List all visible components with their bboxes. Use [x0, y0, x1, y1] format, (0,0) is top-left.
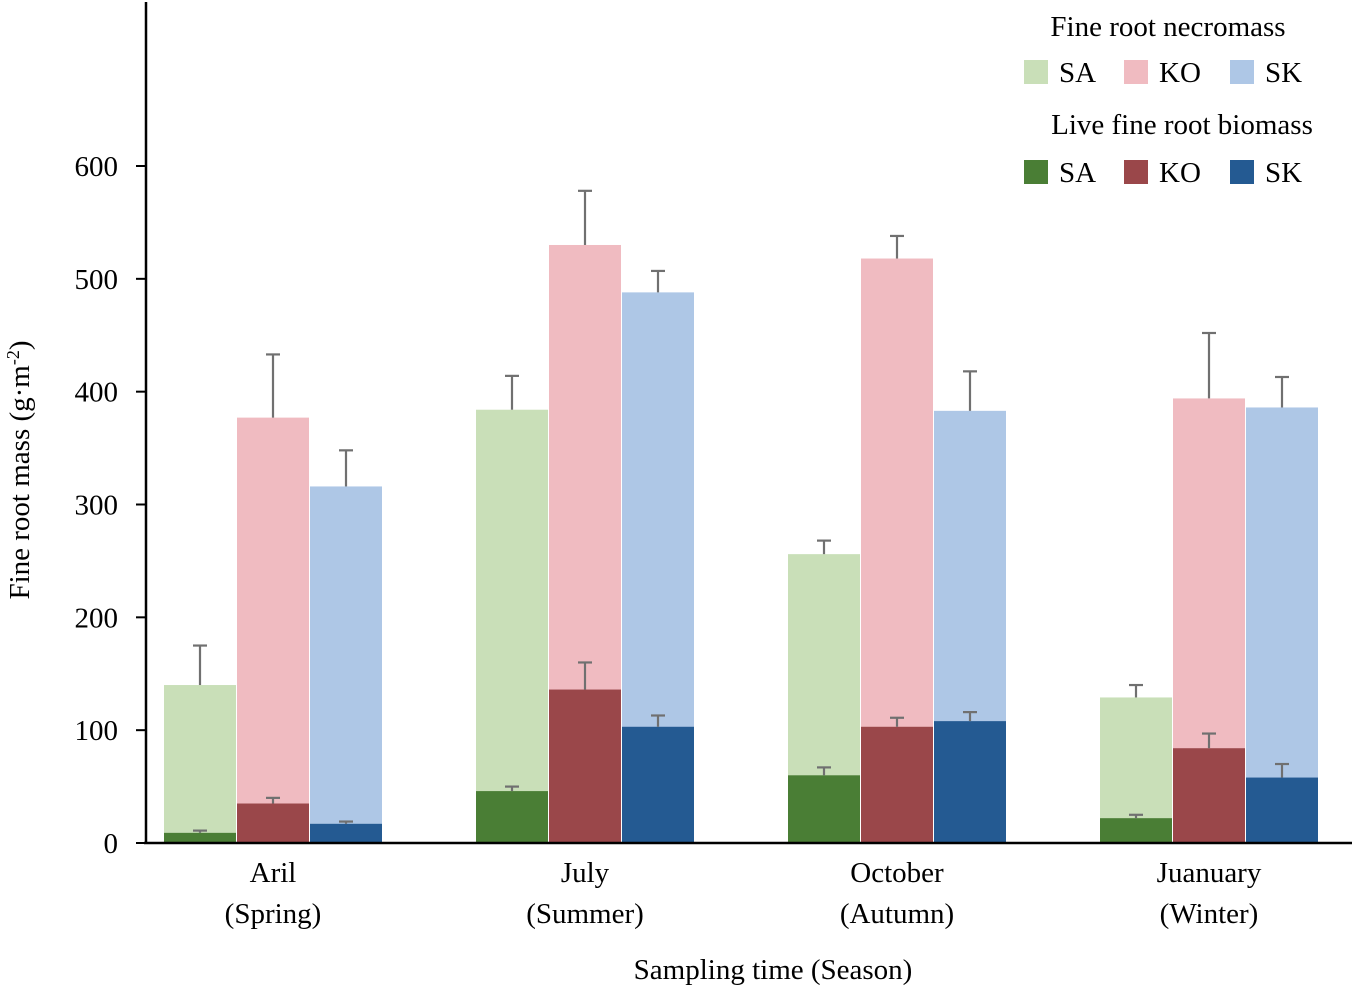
bar-live-sk	[310, 823, 382, 843]
legend-swatch-necromass-ko	[1124, 60, 1148, 84]
legend-swatch-live-sa	[1024, 160, 1048, 184]
y-axis-ticks: 0 100 200 300 400 500 600	[75, 151, 146, 860]
y-tick-label: 200	[75, 602, 119, 634]
legend-swatch-necromass-sa	[1024, 60, 1048, 84]
y-axis-label: Fine root mass (g·m-2)	[3, 340, 36, 599]
bar-live-ko	[1173, 748, 1245, 843]
legend: Fine root necromass SA KO SK Live fine r…	[1024, 11, 1313, 189]
error-bars	[193, 189, 1289, 833]
bar-necromass-ko	[237, 417, 309, 843]
legend-label-necromass-sk: SK	[1265, 57, 1302, 89]
x-tick-sublabel: (Winter)	[1160, 898, 1259, 930]
bar-live-sk	[1246, 777, 1318, 843]
y-tick-label: 300	[75, 490, 119, 522]
bar-live-sk	[934, 721, 1006, 843]
x-tick-label: October	[850, 857, 944, 889]
x-tick-sublabel: (Summer)	[526, 898, 644, 930]
bars	[164, 244, 1318, 844]
bar-necromass-sk	[310, 486, 382, 843]
bar-live-sa	[1100, 818, 1172, 843]
bar-necromass-sa	[164, 685, 236, 843]
legend-title-necromass: Fine root necromass	[1050, 11, 1285, 43]
bar-live-sa	[164, 832, 236, 843]
x-axis-label: Sampling time (Season)	[634, 954, 913, 986]
bar-live-sa	[476, 791, 548, 843]
bar-live-sa	[788, 775, 860, 843]
legend-label-live-ko: KO	[1159, 157, 1201, 189]
x-tick-label: Aril	[250, 857, 297, 889]
legend-swatch-live-sk	[1230, 160, 1254, 184]
bar-live-ko	[549, 689, 621, 843]
y-tick-label: 0	[104, 828, 119, 860]
x-tick-label: Juanuary	[1157, 857, 1262, 889]
bar-live-sk	[622, 726, 694, 843]
bar-live-ko	[237, 803, 309, 843]
x-tick-label: July	[561, 857, 610, 889]
y-tick-label: 400	[75, 377, 119, 409]
x-tick-sublabel: (Spring)	[225, 898, 322, 930]
y-tick-label: 500	[75, 264, 119, 296]
legend-title-live: Live fine root biomass	[1051, 109, 1313, 141]
x-tick-sublabel: (Autumn)	[840, 898, 954, 930]
y-tick-label: 100	[75, 715, 119, 747]
legend-label-necromass-sa: SA	[1059, 57, 1096, 89]
legend-label-live-sk: SK	[1265, 157, 1302, 189]
legend-label-live-sa: SA	[1059, 157, 1096, 189]
bar-live-ko	[861, 726, 933, 843]
legend-label-necromass-ko: KO	[1159, 57, 1201, 89]
legend-swatch-necromass-sk	[1230, 60, 1254, 84]
bar-necromass-sa	[476, 409, 548, 843]
legend-swatch-live-ko	[1124, 160, 1148, 184]
y-tick-label: 600	[75, 151, 119, 183]
x-axis-tick-labels: Aril (Spring) July (Summer) October (Autumn) J…	[225, 857, 1262, 930]
